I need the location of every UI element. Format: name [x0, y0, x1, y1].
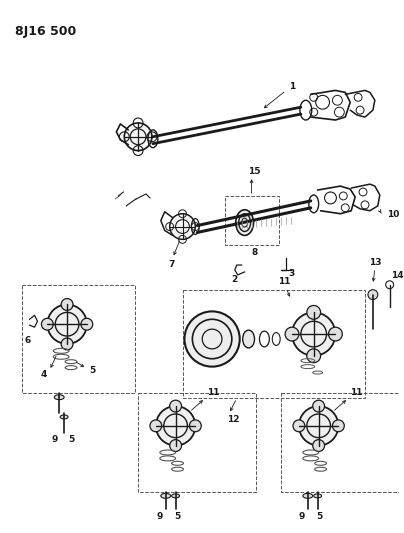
Circle shape	[313, 440, 324, 451]
Circle shape	[81, 318, 93, 330]
Circle shape	[47, 304, 87, 344]
Text: 5: 5	[316, 512, 323, 521]
Text: 5: 5	[68, 435, 74, 444]
Circle shape	[313, 400, 324, 412]
Text: 14: 14	[391, 271, 403, 280]
Circle shape	[368, 289, 378, 300]
Ellipse shape	[161, 494, 170, 498]
Circle shape	[170, 214, 195, 239]
Ellipse shape	[172, 494, 179, 498]
Text: 10: 10	[387, 210, 399, 219]
Circle shape	[332, 420, 344, 432]
Circle shape	[185, 311, 240, 367]
Bar	[225, 196, 279, 245]
Text: 11: 11	[278, 277, 290, 286]
Text: 11: 11	[350, 388, 362, 397]
Text: 13: 13	[368, 257, 381, 266]
Ellipse shape	[314, 494, 322, 498]
Text: 5: 5	[175, 512, 181, 521]
Bar	[183, 289, 365, 398]
Circle shape	[42, 318, 53, 330]
Circle shape	[170, 440, 181, 451]
Circle shape	[292, 312, 335, 356]
Text: 8J16 500: 8J16 500	[15, 25, 76, 38]
Circle shape	[61, 298, 73, 310]
Text: 1: 1	[289, 82, 295, 91]
Text: 15: 15	[248, 167, 261, 176]
Bar	[281, 393, 400, 492]
Ellipse shape	[236, 210, 254, 236]
Ellipse shape	[303, 494, 313, 498]
Circle shape	[170, 400, 181, 412]
Bar	[22, 285, 135, 393]
Text: 5: 5	[90, 366, 96, 375]
Text: 9: 9	[299, 512, 305, 521]
Text: 8: 8	[251, 248, 258, 257]
Circle shape	[307, 305, 321, 319]
Text: 4: 4	[40, 370, 46, 379]
Ellipse shape	[243, 330, 255, 348]
Text: 9: 9	[51, 435, 57, 444]
Text: 3: 3	[288, 269, 294, 278]
Circle shape	[124, 123, 152, 151]
Text: 2: 2	[231, 276, 238, 284]
Ellipse shape	[54, 395, 64, 400]
Text: 6: 6	[25, 336, 31, 345]
Circle shape	[61, 338, 73, 350]
Circle shape	[189, 420, 201, 432]
Circle shape	[150, 420, 162, 432]
Bar	[138, 393, 257, 492]
Ellipse shape	[60, 415, 68, 419]
Circle shape	[307, 349, 321, 362]
Circle shape	[293, 420, 305, 432]
Text: 11: 11	[207, 388, 219, 397]
Text: 9: 9	[157, 512, 163, 521]
Circle shape	[328, 327, 342, 341]
Circle shape	[299, 406, 339, 446]
Circle shape	[156, 406, 195, 446]
Circle shape	[285, 327, 299, 341]
Text: 12: 12	[227, 415, 239, 424]
Text: 7: 7	[168, 260, 175, 269]
